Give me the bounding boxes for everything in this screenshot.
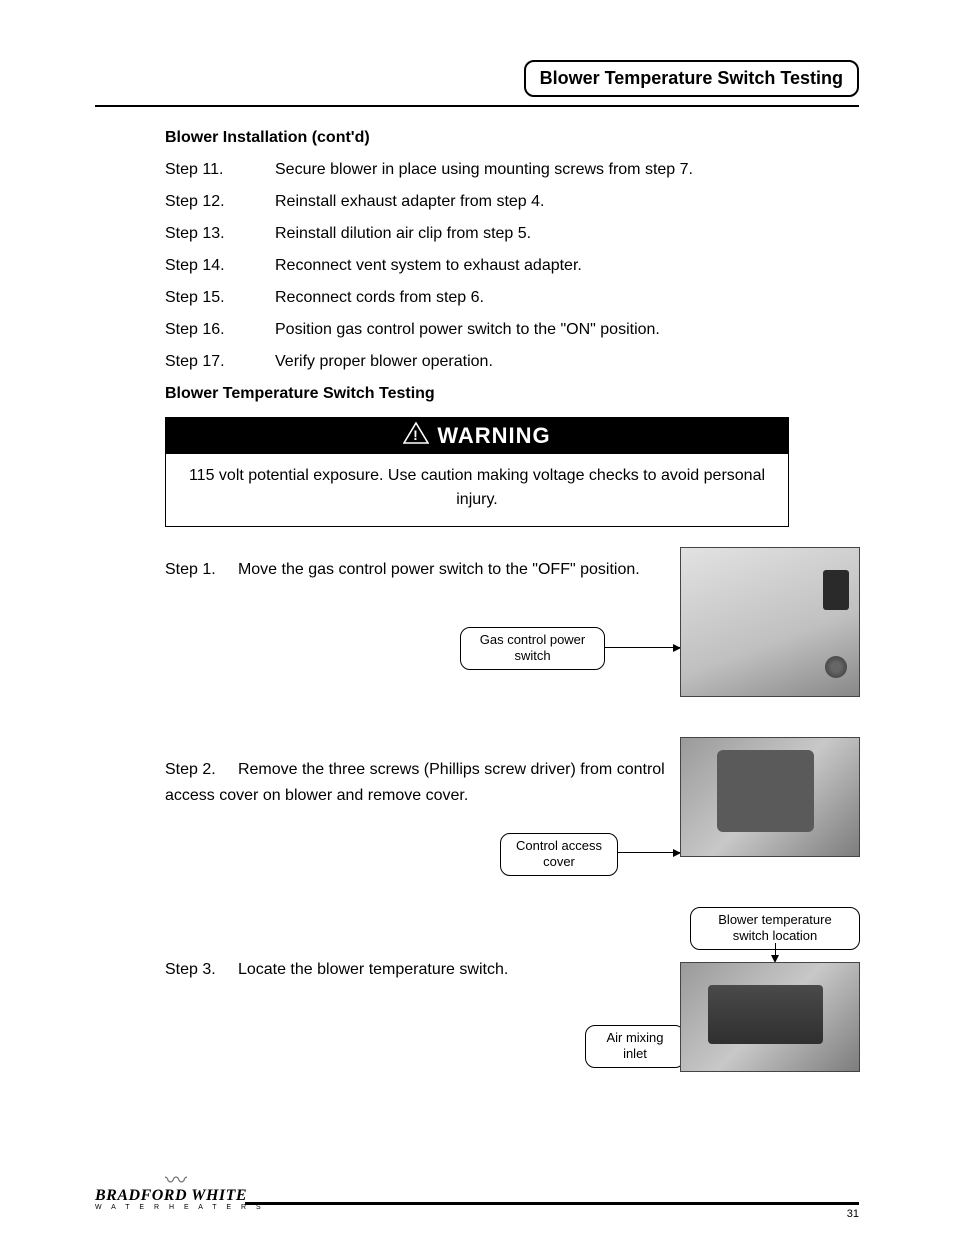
step-row: Step 11. Secure blower in place using mo…	[165, 161, 789, 179]
step-text: Remove the three screws (Phillips screw …	[165, 761, 665, 804]
callout-air-inlet: Air mixing inlet	[585, 1025, 685, 1068]
page-number: 31	[847, 1208, 859, 1220]
header-rule	[95, 105, 859, 107]
step3-text: Step 3. Locate the blower temperature sw…	[165, 937, 670, 983]
step-text: Secure blower in place using mounting sc…	[275, 161, 789, 179]
step-label: Step 3.	[165, 961, 216, 978]
main-content: Blower Installation (cont'd) Step 11. Se…	[95, 129, 859, 1097]
step-label: Step 11.	[165, 161, 275, 179]
step-label: Step 2.	[165, 761, 216, 778]
step-text: Locate the blower temperature switch.	[238, 961, 508, 978]
footer-rule	[245, 1202, 859, 1205]
step-row: Step 15. Reconnect cords from step 6.	[165, 289, 789, 307]
procedure-step-2: Step 2. Remove the three screws (Phillip…	[165, 757, 789, 887]
photo-control-cover	[680, 737, 860, 857]
step-text: Reconnect cords from step 6.	[275, 289, 789, 307]
section-heading-install: Blower Installation (cont'd)	[165, 129, 789, 147]
step-text: Reinstall dilution air clip from step 5.	[275, 225, 789, 243]
logo-tagline: W A T E R H E A T E R S	[95, 1204, 265, 1211]
step-label: Step 12.	[165, 193, 275, 211]
warning-title-text: WARNING	[437, 423, 550, 449]
procedure-step-1: Step 1. Move the gas control power switc…	[165, 557, 789, 707]
step-row: Step 13. Reinstall dilution air clip fro…	[165, 225, 789, 243]
logo-swoosh-icon: 〰	[165, 1174, 265, 1187]
step-text: Verify proper blower operation.	[275, 353, 789, 371]
callout-control-cover: Control access cover	[500, 833, 618, 876]
step-label: Step 16.	[165, 321, 275, 339]
step-row: Step 17. Verify proper blower operation.	[165, 353, 789, 371]
step-text: Move the gas control power switch to the…	[238, 561, 640, 578]
warning-box: ! WARNING 115 volt potential exposure. U…	[165, 417, 789, 527]
step-text: Reinstall exhaust adapter from step 4.	[275, 193, 789, 211]
step-row: Step 14. Reconnect vent system to exhaus…	[165, 257, 789, 275]
brand-logo: 〰 BRADFORD WHITE W A T E R H E A T E R S	[95, 1174, 265, 1211]
step-label: Step 13.	[165, 225, 275, 243]
page-header-box: Blower Temperature Switch Testing	[524, 60, 859, 97]
photo-gas-control	[680, 547, 860, 697]
procedure-step-3: Step 3. Locate the blower temperature sw…	[165, 937, 789, 1097]
photo-blower-switch	[680, 962, 860, 1072]
step-text: Reconnect vent system to exhaust adapter…	[275, 257, 789, 275]
step-text: Position gas control power switch to the…	[275, 321, 789, 339]
step-label: Step 15.	[165, 289, 275, 307]
step2-text: Step 2. Remove the three screws (Phillip…	[165, 757, 670, 808]
step-label: Step 17.	[165, 353, 275, 371]
warning-title-bar: ! WARNING	[166, 418, 788, 454]
callout-arrow	[605, 647, 680, 648]
svg-text:!: !	[413, 427, 419, 443]
logo-brand-name: BRADFORD WHITE	[95, 1187, 265, 1205]
step-row: Step 16. Position gas control power swit…	[165, 321, 789, 339]
step-label: Step 1.	[165, 561, 216, 578]
step-label: Step 14.	[165, 257, 275, 275]
warning-body-text: 115 volt potential exposure. Use caution…	[166, 454, 788, 526]
section-heading-testing: Blower Temperature Switch Testing	[165, 385, 789, 403]
callout-gas-control: Gas control power switch	[460, 627, 605, 670]
step1-text: Step 1. Move the gas control power switc…	[165, 557, 670, 583]
page-footer: 〰 BRADFORD WHITE W A T E R H E A T E R S…	[95, 1202, 859, 1205]
callout-arrow	[618, 852, 680, 853]
warning-triangle-icon: !	[403, 422, 429, 450]
step-row: Step 12. Reinstall exhaust adapter from …	[165, 193, 789, 211]
